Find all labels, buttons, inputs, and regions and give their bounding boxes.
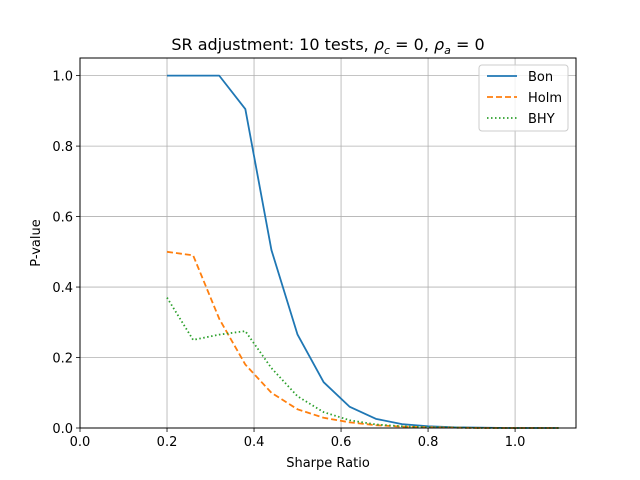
x-tick-label: 0.8 (418, 435, 439, 450)
legend: Bon Holm BHY (478, 64, 569, 132)
y-tick-label: 0.0 (52, 422, 73, 437)
x-tick-label: 0.6 (331, 435, 352, 450)
y-tick-label: 1.0 (52, 70, 73, 85)
y-tick-label: 0.4 (52, 281, 73, 296)
chart-title: SR adjustment: 10 tests, ρc = 0, ρa = 0 (171, 35, 484, 57)
title-rho-c-value: = 0, (390, 35, 434, 54)
title-prefix: SR adjustment: 10 tests, (171, 35, 374, 54)
x-tick-label: 1.0 (505, 435, 526, 450)
title-rho-a: ρ (434, 35, 444, 54)
plot-area-frame (79, 57, 577, 429)
y-tick-label: 0.6 (52, 211, 73, 226)
title-rho-c: ρ (374, 35, 384, 54)
axis-ticks: 0.0 0.2 0.4 0.6 0.8 1.0 0.0 0.2 0.4 0.6 0.8 1.0 (52, 70, 525, 450)
legend-label-holm: Holm (528, 91, 562, 106)
title-rho-a-sub: a (444, 44, 451, 57)
legend-label-bhy: BHY (528, 112, 555, 127)
y-axis-label: P-value (29, 219, 44, 266)
x-tick-label: 0.0 (70, 435, 91, 450)
legend-box (478, 64, 569, 132)
x-tick-label: 0.2 (157, 435, 178, 450)
y-tick-label: 0.8 (52, 140, 73, 155)
x-tick-label: 0.4 (244, 435, 265, 450)
legend-label-bon: Bon (528, 70, 553, 85)
x-axis-label: Sharpe Ratio (286, 456, 370, 471)
title-rho-a-value: = 0 (451, 35, 485, 54)
title-rho-c-sub: c (384, 44, 390, 57)
y-tick-label: 0.2 (52, 352, 73, 367)
